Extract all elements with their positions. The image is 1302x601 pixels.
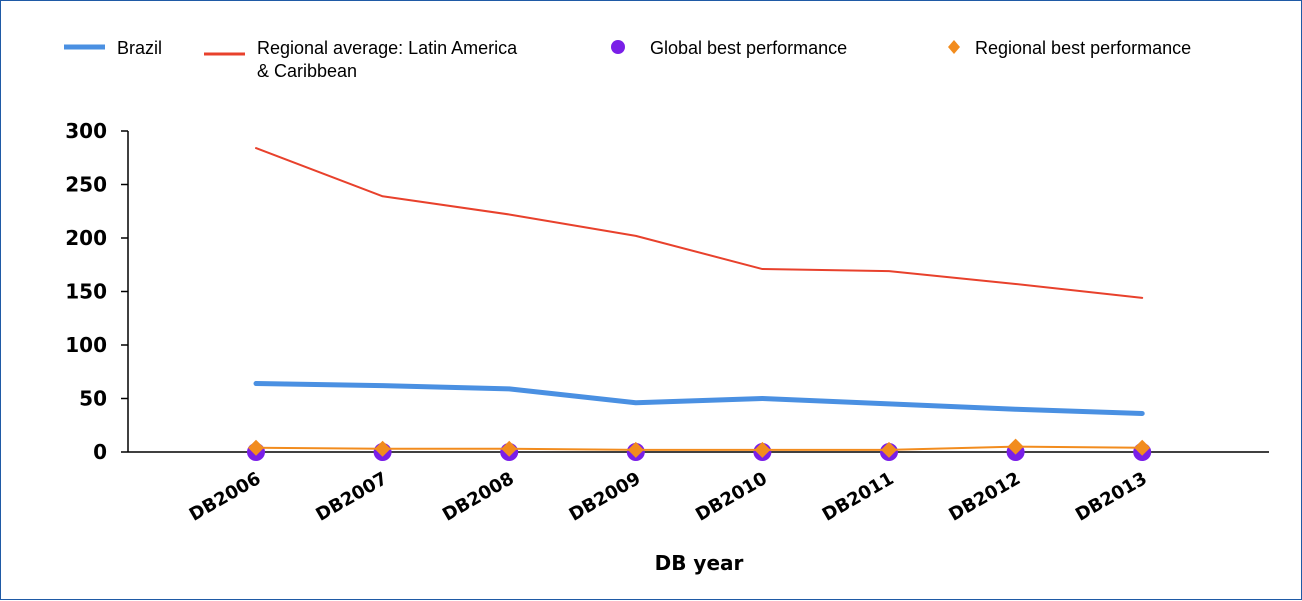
y-tick-label: 150	[65, 280, 107, 304]
regional-best-point	[754, 441, 771, 458]
legend-swatch-global-best	[611, 40, 625, 54]
regional-best-line	[255, 445, 1143, 451]
legend-item-global-best: Global best performance	[611, 38, 847, 58]
legend-swatch-regional-best	[948, 40, 960, 54]
legend-label-brazil: Brazil	[117, 38, 162, 58]
regional-best-point	[881, 441, 897, 458]
x-tick-label: DB2007	[312, 468, 391, 526]
x-tick-label: DB2008	[439, 468, 518, 526]
regional-best-point	[248, 439, 264, 456]
y-axis-ticks: 0 50 100 150 200 250 300	[65, 119, 128, 464]
regional-average-line	[255, 147, 1144, 299]
legend-label-regional-best: Regional best performance	[975, 38, 1191, 58]
legend-label-global-best: Global best performance	[650, 38, 847, 58]
series-layer	[247, 147, 1152, 461]
legend-item-regional-average: Regional average: Latin America & Caribb…	[204, 38, 518, 81]
x-tick-label: DB2013	[1072, 468, 1151, 526]
y-tick-label: 100	[65, 333, 107, 357]
x-axis-ticks: DB2006 DB2007 DB2008 DB2009 DB2010 DB2011 DB20…	[186, 452, 1151, 526]
x-axis-title: DB year	[655, 551, 744, 575]
legend-label-regional-average-line1: Regional average: Latin America	[257, 38, 518, 58]
x-tick-label: DB2009	[566, 468, 645, 526]
legend-item-brazil: Brazil	[64, 38, 162, 58]
x-tick-label: DB2011	[819, 468, 898, 526]
y-tick-label: 200	[65, 226, 107, 250]
regional-best-point	[1007, 438, 1024, 455]
legend: Brazil Regional average: Latin America &…	[64, 38, 1191, 81]
x-tick-label: DB2012	[945, 468, 1024, 526]
brazil-line	[253, 381, 1145, 416]
y-tick-label: 0	[93, 440, 107, 464]
y-tick-label: 300	[65, 119, 107, 143]
regional-best-point	[374, 440, 391, 457]
y-tick-label: 250	[65, 173, 107, 197]
y-tick-label: 50	[79, 387, 107, 411]
x-tick-label: DB2010	[692, 468, 771, 526]
regional-best-point	[1134, 439, 1151, 456]
regional-best-point	[501, 440, 518, 457]
x-tick-label: DB2006	[186, 468, 265, 526]
legend-label-regional-average-line2: & Caribbean	[257, 61, 357, 81]
regional-best-point	[627, 441, 644, 458]
legend-item-regional-best: Regional best performance	[948, 38, 1191, 58]
